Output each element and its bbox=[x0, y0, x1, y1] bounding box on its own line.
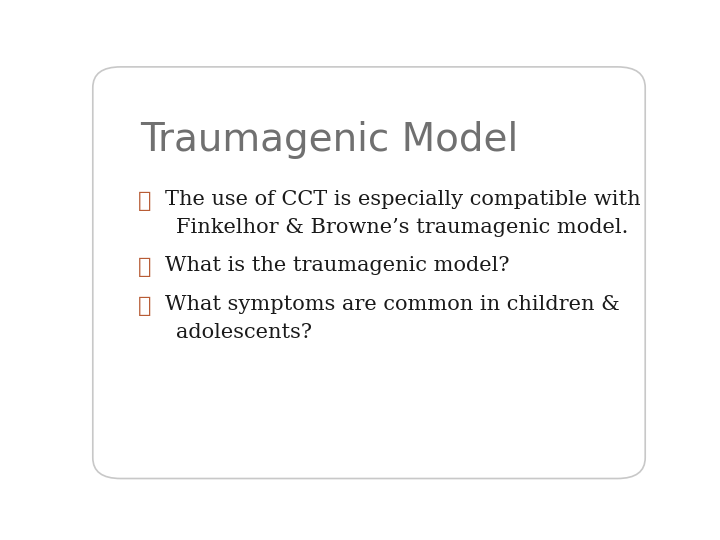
Text: Traumagenic Model: Traumagenic Model bbox=[140, 121, 518, 159]
Text: ꝿ: ꝿ bbox=[138, 256, 150, 279]
Text: adolescents?: adolescents? bbox=[176, 323, 312, 342]
Text: What is the traumagenic model?: What is the traumagenic model? bbox=[166, 256, 510, 275]
Text: ꝿ: ꝿ bbox=[138, 295, 150, 317]
Text: Finkelhor & Browne’s traumagenic model.: Finkelhor & Browne’s traumagenic model. bbox=[176, 218, 629, 237]
Text: ꝿ: ꝿ bbox=[138, 190, 150, 212]
FancyBboxPatch shape bbox=[93, 67, 645, 478]
Text: The use of CCT is especially compatible with: The use of CCT is especially compatible … bbox=[166, 190, 641, 208]
Text: What symptoms are common in children &: What symptoms are common in children & bbox=[166, 295, 620, 314]
